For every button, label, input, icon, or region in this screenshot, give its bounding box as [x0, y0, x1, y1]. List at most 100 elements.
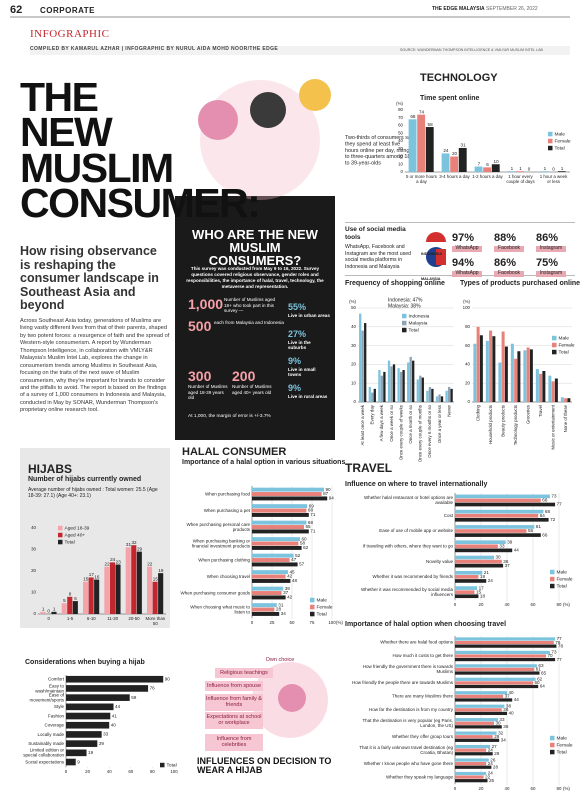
bar	[455, 540, 506, 545]
legend-swatch	[552, 349, 557, 355]
data-label: 1	[544, 166, 547, 171]
x-tick-label: At least once a week	[360, 404, 365, 445]
data-label: 1	[519, 166, 522, 171]
data-label: 25	[489, 778, 495, 783]
bar	[455, 533, 541, 537]
bar	[560, 397, 564, 402]
y-tick-label: 0	[34, 611, 37, 616]
bar	[66, 694, 130, 701]
bar	[455, 579, 487, 583]
y-tick-label: Style	[54, 704, 65, 709]
data-label: 41	[112, 713, 118, 718]
x-tick-label: Travel	[538, 405, 543, 417]
data-label: 32	[498, 730, 504, 735]
data-label: 40	[509, 711, 515, 716]
chart-title: Importance of halal option when choosing…	[345, 621, 506, 628]
bar	[435, 396, 439, 402]
bar	[455, 684, 539, 689]
data-label: 57	[299, 562, 305, 567]
stat-value: 1,000	[188, 296, 224, 312]
x-tick-label: 11-20	[107, 616, 118, 621]
data-label: 38	[506, 703, 512, 708]
bar	[252, 537, 300, 542]
data-label: 44	[115, 704, 121, 709]
x-tick-label: 1 hour a week or less	[540, 174, 568, 184]
bar	[252, 496, 328, 501]
data-label: 31	[126, 542, 132, 547]
legend-swatch	[58, 525, 63, 531]
chart-title: Influence on where to travel internation…	[345, 481, 487, 488]
area-value: 55%	[288, 302, 307, 312]
bar	[392, 364, 396, 402]
bar	[455, 640, 554, 645]
legend-label: Female	[317, 604, 333, 610]
bar	[158, 573, 164, 614]
bar	[51, 611, 57, 614]
y-tick-label: 0	[468, 399, 471, 404]
bar	[455, 744, 491, 749]
y-tick-label: Cost	[444, 513, 454, 518]
illustration-figure	[198, 100, 238, 140]
data-label: 64	[540, 684, 546, 689]
bar	[438, 394, 441, 402]
y-tick-label: 80	[398, 107, 403, 112]
bar	[441, 153, 450, 172]
social-label: WhatsApp	[452, 245, 482, 252]
data-label: 76	[555, 640, 561, 645]
y-tick-label: 50	[398, 130, 403, 135]
data-label: 61	[536, 667, 542, 672]
x-tick-label: 0	[251, 620, 254, 625]
data-label: 28	[493, 764, 499, 769]
x-tick-label: 5 or more hours a day	[406, 174, 438, 184]
y-tick-label: Locally made	[37, 732, 64, 737]
bar	[252, 520, 307, 525]
bar	[455, 590, 475, 594]
x-tick-label: 100	[328, 620, 336, 625]
y-tick-label: 0	[354, 399, 357, 404]
y-tick-label: 30	[398, 146, 403, 151]
data-label: 70	[548, 653, 554, 658]
influence-item: Expectations at school or workplace	[205, 712, 263, 729]
bar	[109, 562, 115, 614]
social-label: WhatsApp	[452, 270, 482, 277]
bar	[359, 313, 362, 402]
bar	[66, 685, 149, 692]
data-label: 64	[540, 513, 546, 518]
bar	[455, 735, 493, 739]
legend-label: Total	[167, 762, 177, 768]
social-value: 97%	[452, 232, 475, 244]
who-intro: This survey was conducted from May 9 to …	[186, 266, 324, 289]
data-label: 29	[494, 734, 500, 739]
bar	[417, 114, 426, 172]
y-tick-label: 20	[351, 362, 356, 367]
bar	[455, 570, 483, 575]
data-label: 28	[276, 607, 282, 612]
y-tick-label: How far the destination is from my count…	[369, 707, 454, 712]
y-tick-label: Social expectations	[25, 760, 65, 765]
bar	[115, 564, 121, 614]
bar	[94, 579, 100, 614]
bar	[455, 725, 502, 729]
stat-value: 200	[232, 368, 256, 384]
bar	[455, 711, 507, 716]
x-tick-label: 80	[557, 786, 562, 791]
x-tick-label: 0	[454, 602, 457, 607]
data-label: 5	[63, 598, 66, 603]
y-tick-label: 50	[351, 305, 356, 310]
illustration-figure	[299, 79, 331, 111]
bar	[66, 675, 164, 683]
annotation: Indonesia: 47%	[388, 297, 423, 303]
data-label: 77	[557, 636, 563, 641]
y-tick-label: Whether it was recommended by friends	[372, 574, 453, 579]
page-number: 62	[10, 4, 23, 16]
data-label: 18	[480, 574, 486, 579]
legend-swatch	[58, 532, 63, 538]
bar	[455, 667, 535, 672]
x-tick-label: Once every couple of weeks	[398, 404, 403, 460]
bar	[516, 171, 525, 172]
social-text: WhatsApp, Facebook and Instagram are the…	[345, 244, 412, 270]
bar	[455, 637, 556, 641]
legend-label: Male	[557, 735, 568, 741]
data-label: 31	[278, 602, 284, 607]
legend-swatch	[402, 320, 407, 326]
